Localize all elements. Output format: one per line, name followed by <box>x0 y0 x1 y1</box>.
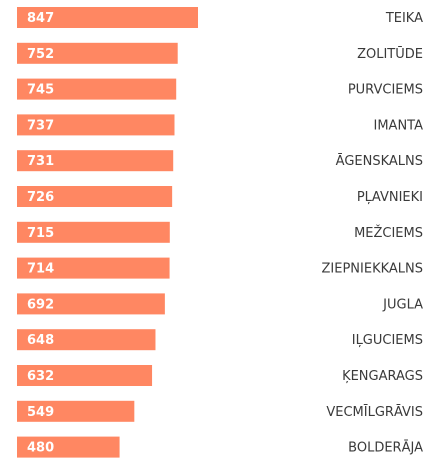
bar <box>17 221 170 243</box>
value-label: 731 <box>27 154 54 169</box>
bar <box>17 42 178 64</box>
category-label: PURVCIEMS <box>348 83 423 98</box>
value-label: 726 <box>27 190 54 205</box>
bar <box>17 400 135 422</box>
value-label: 648 <box>27 333 54 348</box>
value-label: 714 <box>27 262 54 277</box>
category-label: ĶENGARAGS <box>342 369 423 384</box>
category-label: JUGLA <box>382 297 423 312</box>
value-label: 632 <box>27 369 54 384</box>
category-label: ZOLITŪDE <box>357 47 423 62</box>
category-label: ZIEPNIEKKALNS <box>322 262 424 277</box>
category-label: PĻAVNIEKI <box>357 190 423 205</box>
value-label: 745 <box>27 83 54 98</box>
value-label: 480 <box>27 441 54 456</box>
category-label: BOLDERĀJA <box>348 441 423 456</box>
bar <box>17 436 120 458</box>
category-label: IĻGUCIEMS <box>352 333 423 348</box>
category-label: VECMĪLGRĀVIS <box>326 405 423 420</box>
value-label: 692 <box>27 297 54 312</box>
value-label: 737 <box>27 118 54 133</box>
bar <box>17 150 174 172</box>
bar <box>17 78 177 100</box>
bar <box>17 186 173 207</box>
value-label: 847 <box>27 11 54 26</box>
category-label: ĀGENSKALNS <box>336 154 423 169</box>
category-label: IMANTA <box>374 118 424 133</box>
value-label: 715 <box>27 226 54 241</box>
category-label: TEIKA <box>385 11 423 26</box>
bar <box>17 293 165 315</box>
bar <box>17 7 198 28</box>
value-label: 549 <box>27 405 54 420</box>
category-label: MEŽCIEMS <box>354 225 423 241</box>
value-label: 752 <box>27 47 54 62</box>
bar <box>17 114 175 136</box>
bar <box>17 365 153 386</box>
bar <box>17 329 156 351</box>
bar <box>17 257 170 279</box>
